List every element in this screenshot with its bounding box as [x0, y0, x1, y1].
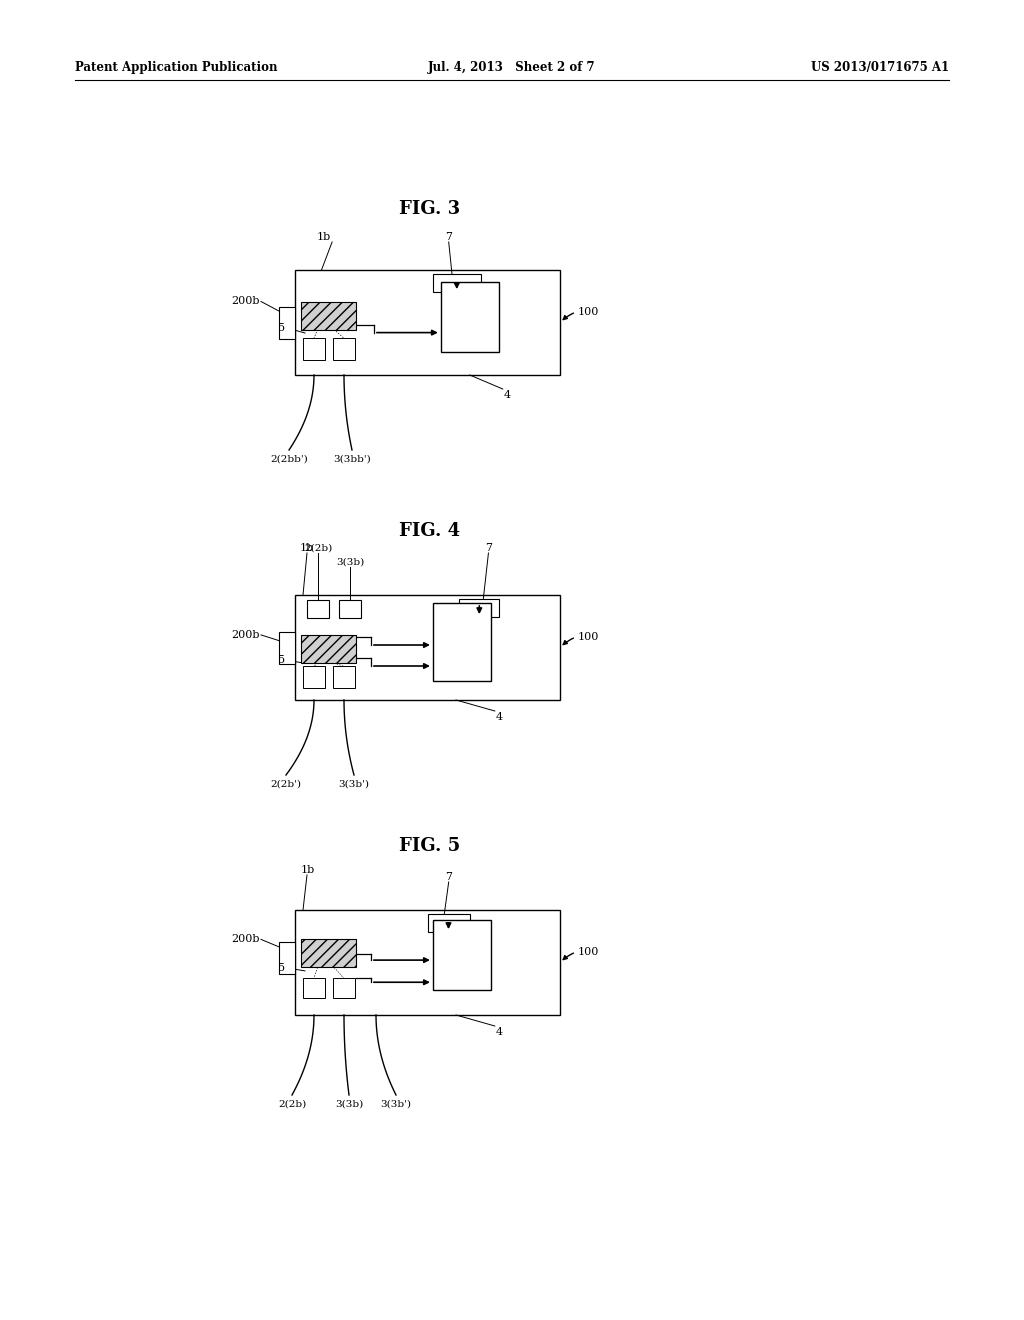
Text: 4: 4: [496, 711, 503, 722]
Bar: [333, 667, 355, 689]
Text: 4: 4: [504, 389, 511, 400]
Text: 2(2b): 2(2b): [304, 544, 332, 553]
Bar: [460, 599, 500, 616]
Text: 5: 5: [278, 655, 285, 665]
Bar: [279, 632, 295, 664]
Text: 5: 5: [278, 962, 285, 973]
Text: FIG. 4: FIG. 4: [399, 521, 461, 540]
Bar: [301, 940, 356, 968]
Text: Jul. 4, 2013   Sheet 2 of 7: Jul. 4, 2013 Sheet 2 of 7: [428, 62, 596, 74]
Text: 200b: 200b: [231, 297, 260, 306]
Text: 7: 7: [485, 543, 492, 553]
Bar: [427, 913, 469, 932]
Text: 4: 4: [496, 1027, 503, 1038]
Text: 100: 100: [578, 632, 599, 642]
Text: Patent Application Publication: Patent Application Publication: [75, 62, 278, 74]
Text: 200b: 200b: [231, 935, 260, 944]
Bar: [307, 601, 329, 618]
Bar: [303, 978, 325, 998]
Bar: [333, 978, 355, 998]
Text: 100: 100: [578, 946, 599, 957]
Text: 2(2b): 2(2b): [278, 1100, 306, 1109]
Text: FIG. 3: FIG. 3: [399, 201, 461, 218]
Text: 3(3bb'): 3(3bb'): [333, 455, 371, 465]
Text: 7: 7: [445, 232, 453, 242]
Bar: [303, 338, 325, 360]
Text: US 2013/0171675 A1: US 2013/0171675 A1: [811, 62, 949, 74]
Bar: [333, 338, 355, 360]
Text: 1b: 1b: [300, 543, 314, 553]
Bar: [279, 941, 295, 974]
Text: 3(3b): 3(3b): [335, 1100, 364, 1109]
Bar: [279, 306, 295, 339]
Bar: [433, 603, 490, 681]
Bar: [295, 271, 560, 375]
Text: 1b: 1b: [301, 865, 315, 875]
Text: 200b: 200b: [231, 630, 260, 640]
Text: FIG. 5: FIG. 5: [399, 837, 461, 855]
Bar: [440, 282, 499, 352]
Bar: [339, 601, 361, 618]
Bar: [301, 301, 356, 330]
Bar: [433, 275, 481, 292]
Text: 7: 7: [445, 873, 453, 882]
Text: 3(3b'): 3(3b'): [339, 780, 370, 789]
Text: 100: 100: [578, 308, 599, 317]
Text: 3(3b): 3(3b): [336, 558, 365, 568]
Bar: [303, 667, 325, 689]
Text: 3(3b'): 3(3b'): [381, 1100, 412, 1109]
Bar: [295, 595, 560, 700]
Bar: [295, 909, 560, 1015]
Text: 1b: 1b: [316, 232, 331, 242]
Bar: [301, 635, 356, 663]
Text: 2(2bb'): 2(2bb'): [270, 455, 308, 465]
Text: 2(2b'): 2(2b'): [270, 780, 301, 789]
Bar: [433, 920, 490, 990]
Text: 5: 5: [278, 323, 285, 333]
